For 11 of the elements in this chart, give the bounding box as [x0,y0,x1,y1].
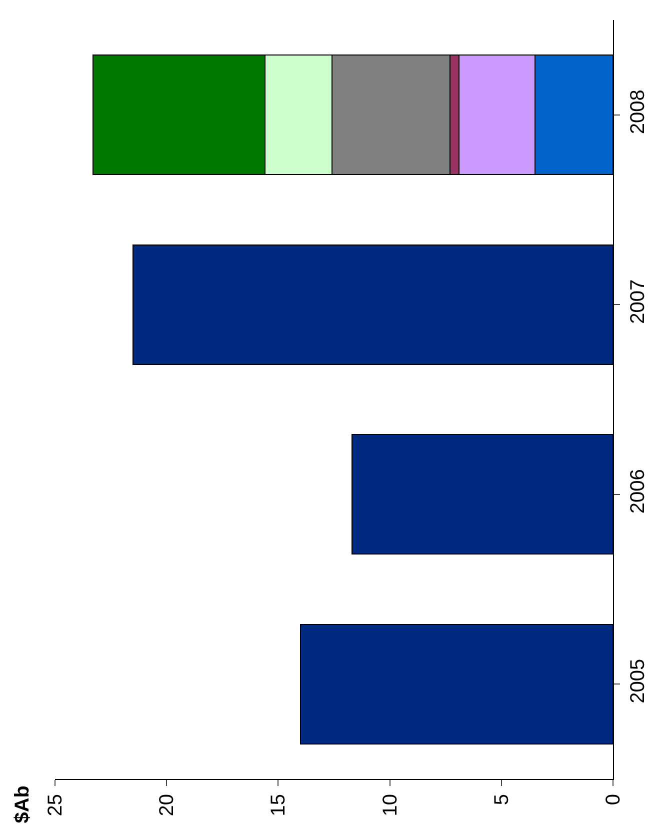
x-tick-label: 0 [602,794,624,806]
x-tick-label: 15 [268,794,290,816]
x-tick-label: 25 [44,794,66,816]
x-tick-label: 20 [156,794,178,816]
y-tick-label: 2006 [627,469,649,514]
y-tick-label: 2005 [627,658,649,704]
y-tick-label: 2008 [627,90,649,134]
y-tick-label: 2007 [627,279,649,324]
text: $Ab [12,785,34,824]
x-tick-label: 5 [490,794,513,806]
x-tick-label: 10 [379,794,402,816]
